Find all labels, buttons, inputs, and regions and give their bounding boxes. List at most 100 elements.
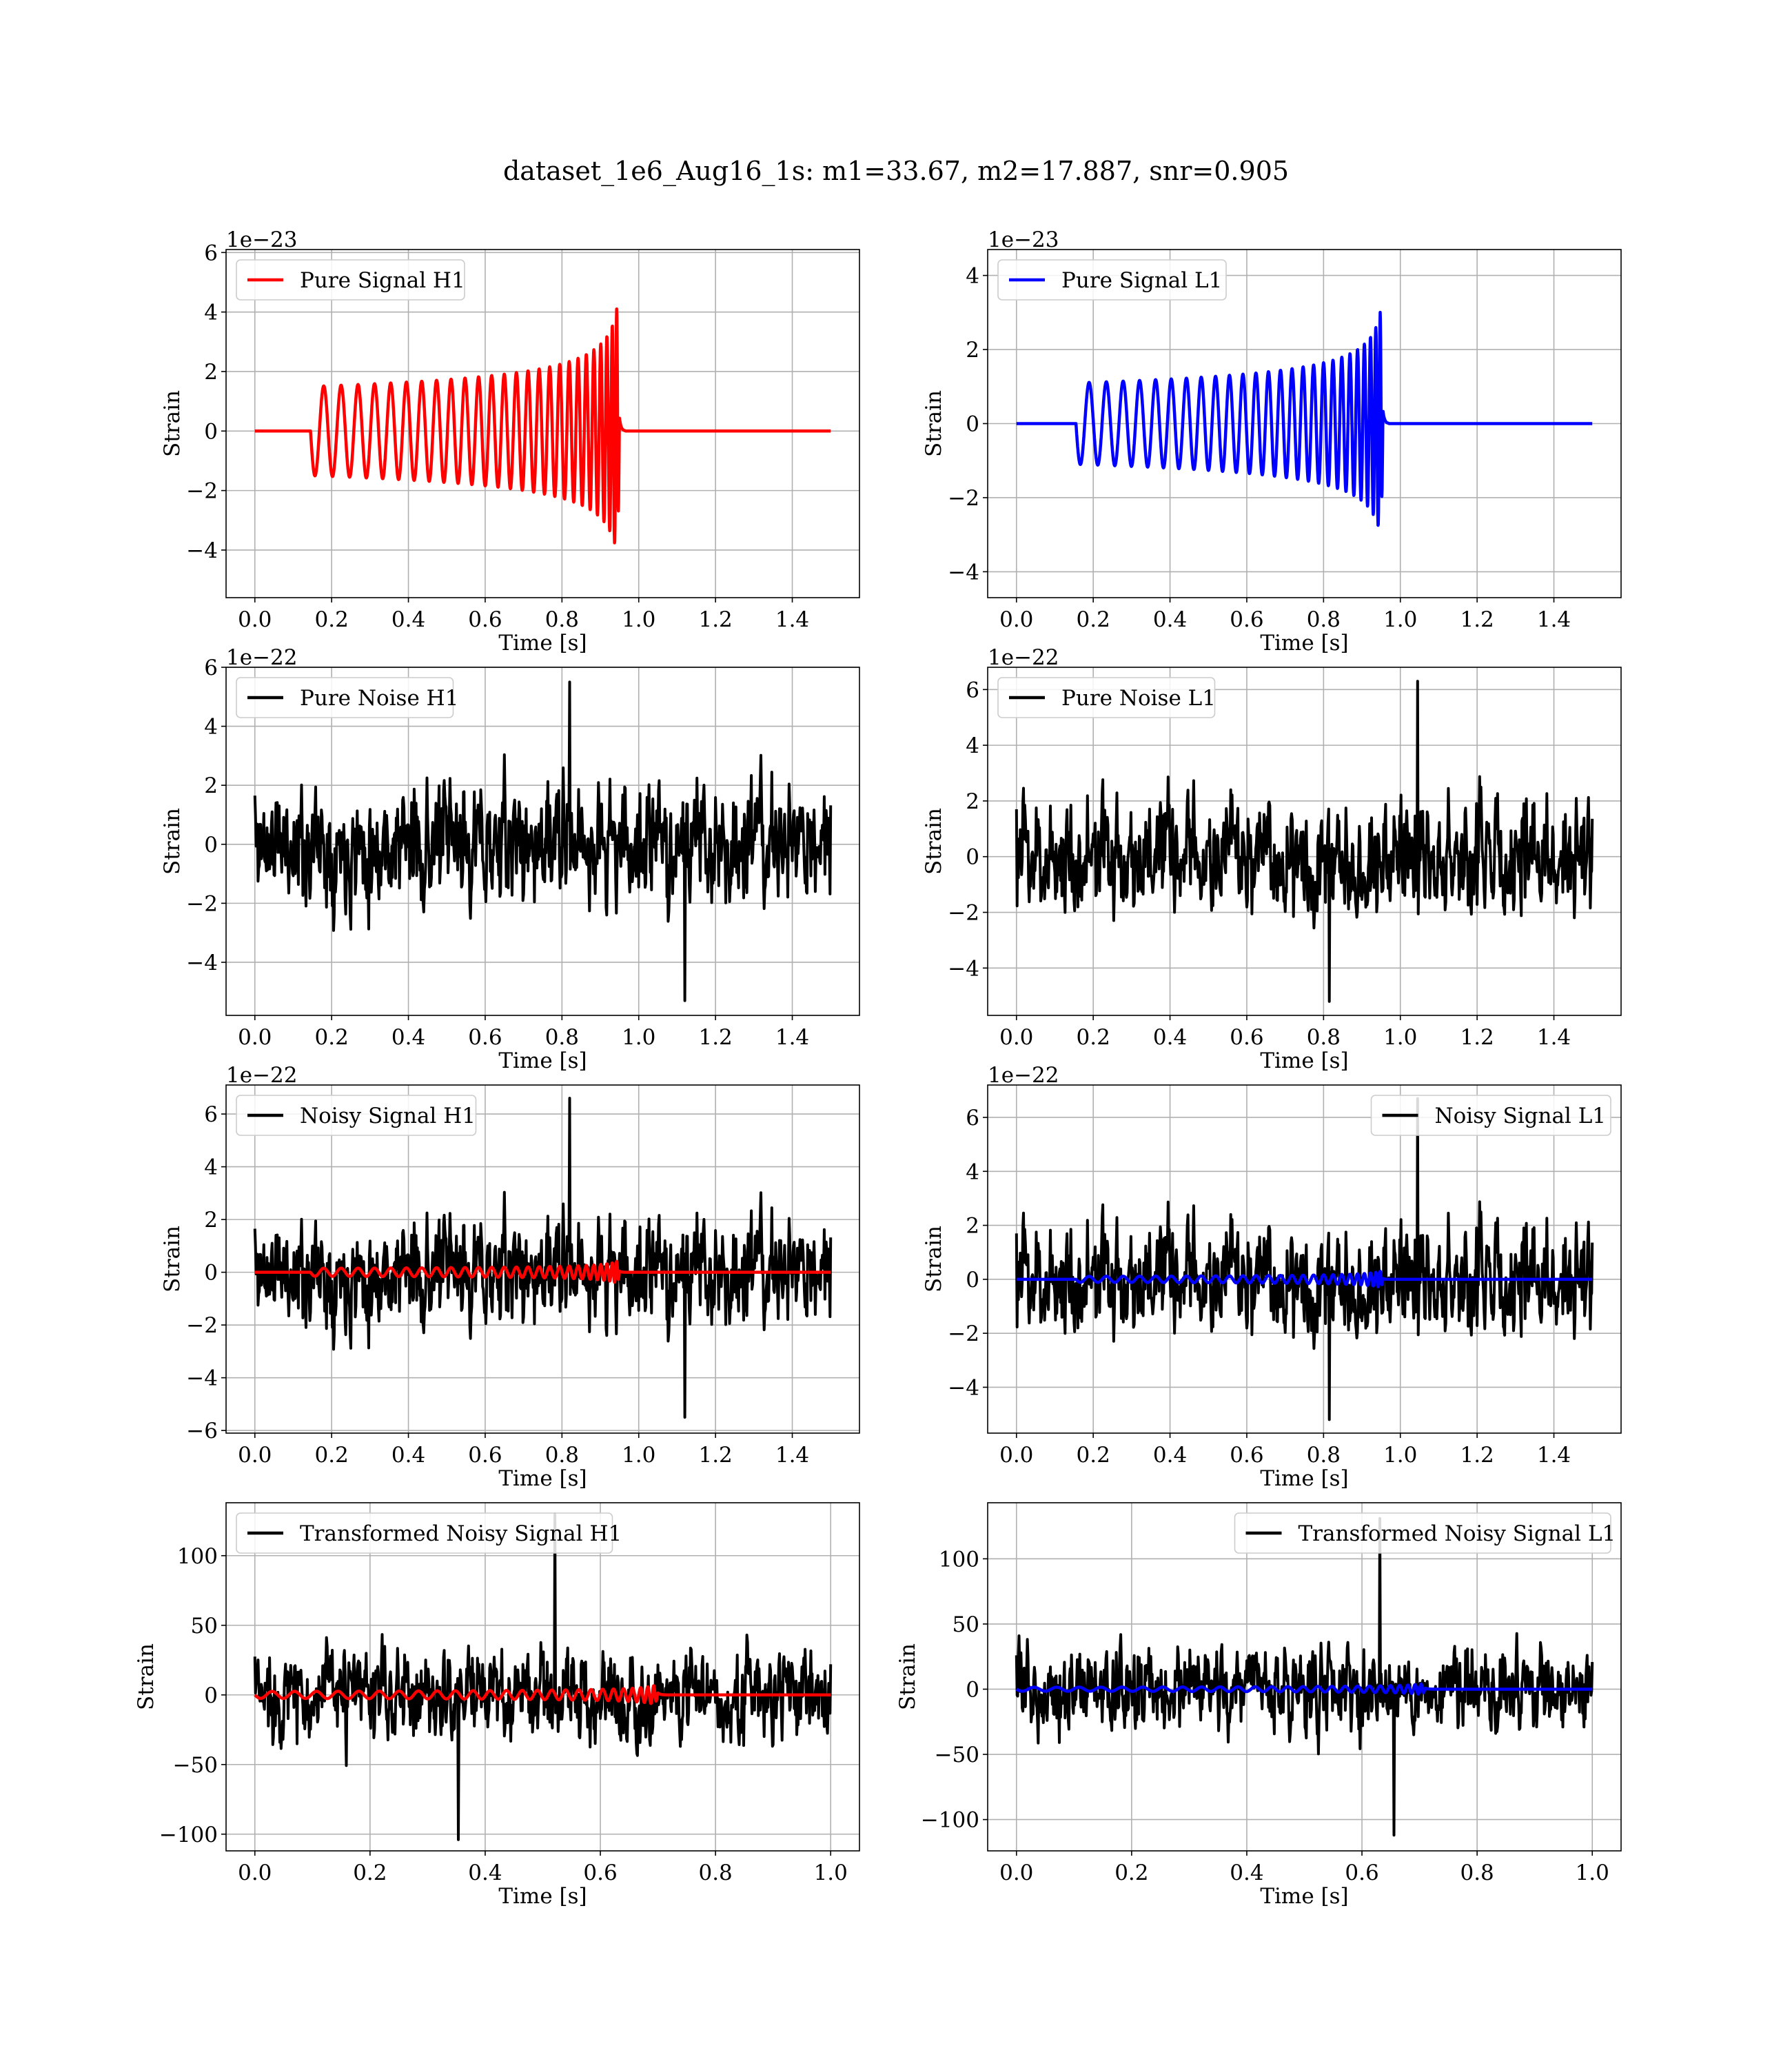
x-tick-label: 1.2 bbox=[1460, 1443, 1494, 1468]
y-tick-label: 2 bbox=[204, 1208, 218, 1233]
y-tick-label: −6 bbox=[186, 1419, 218, 1443]
x-tick-label: 0.6 bbox=[468, 1025, 502, 1050]
x-tick-label: 0.2 bbox=[1077, 1443, 1110, 1468]
y-tick-label: 0 bbox=[204, 833, 218, 858]
legend-box bbox=[997, 677, 1216, 718]
y-tick-label: −2 bbox=[948, 486, 979, 511]
x-tick-label: 1.4 bbox=[775, 1025, 809, 1050]
x-tick-label: 0.0 bbox=[999, 1861, 1033, 1885]
y-axis-label: Strain bbox=[160, 390, 185, 457]
y-tick-label: −4 bbox=[948, 956, 979, 981]
y-tick-label: 50 bbox=[191, 1614, 218, 1639]
y-tick-label: 4 bbox=[204, 1155, 218, 1180]
y-tick-label: 100 bbox=[177, 1544, 218, 1569]
legend-label: Noisy Signal H1 bbox=[300, 1104, 476, 1128]
legend-box bbox=[1234, 1512, 1611, 1554]
series-line-1 bbox=[253, 307, 833, 545]
y-tick-label: 0 bbox=[204, 1683, 218, 1708]
y-tick-label: 0 bbox=[966, 1268, 979, 1292]
x-axis-label: Time [s] bbox=[498, 1884, 587, 1909]
legend: Pure Signal H1 bbox=[236, 259, 465, 301]
y-tick-label: 6 bbox=[966, 678, 979, 702]
x-tick-label: 0.4 bbox=[391, 1025, 425, 1050]
subplot-6: 0.0 0.2 0.4 0.6 0.8 1.0 1.2 1.4 −4 −2 0 2 4 6 Time [s]… bbox=[922, 1063, 1622, 1491]
x-tick-label: 0.8 bbox=[545, 1025, 579, 1050]
x-tick-label: 1.2 bbox=[698, 1025, 732, 1050]
x-tick-label: 0.0 bbox=[238, 1025, 272, 1050]
x-tick-label: 0.4 bbox=[1153, 607, 1187, 632]
x-tick-label: 0.2 bbox=[1077, 607, 1110, 632]
x-tick-label: 0.4 bbox=[1153, 1025, 1187, 1050]
y-tick-label: 0 bbox=[204, 1261, 218, 1286]
x-tick-label: 0.4 bbox=[1153, 1443, 1187, 1468]
legend-label: Transformed Noisy Signal H1 bbox=[300, 1521, 622, 1546]
y-tick-label: 6 bbox=[204, 241, 218, 265]
x-tick-label: 0.0 bbox=[999, 607, 1033, 632]
y-tick-label: 2 bbox=[966, 1214, 979, 1239]
x-tick-label: 0.4 bbox=[1230, 1861, 1263, 1885]
x-tick-label: 0.8 bbox=[1307, 1025, 1341, 1050]
legend-label: Pure Noise L1 bbox=[1061, 686, 1216, 711]
x-tick-label: 1.0 bbox=[622, 607, 655, 632]
series-line-1 bbox=[1015, 1517, 1594, 1837]
legend-box bbox=[1370, 1095, 1611, 1136]
series-line-1 bbox=[253, 1097, 833, 1419]
y-tick-label: −50 bbox=[935, 1743, 979, 1767]
y-tick-label: −4 bbox=[948, 560, 979, 585]
x-axis-label: Time [s] bbox=[498, 1048, 587, 1073]
x-axis-label: Time [s] bbox=[1260, 1884, 1348, 1909]
x-tick-label: 1.2 bbox=[1460, 1025, 1494, 1050]
x-tick-label: 1.0 bbox=[1383, 607, 1417, 632]
x-tick-label: 0.8 bbox=[545, 1443, 579, 1468]
x-tick-label: 1.0 bbox=[1576, 1861, 1609, 1885]
y-tick-label: −2 bbox=[186, 891, 218, 916]
x-tick-label: 1.0 bbox=[622, 1025, 655, 1050]
x-tick-label: 1.2 bbox=[698, 1443, 732, 1468]
x-tick-label: 0.2 bbox=[315, 1443, 349, 1468]
offset-text: 1e−22 bbox=[226, 645, 298, 670]
series-line-1 bbox=[1015, 310, 1594, 527]
y-axis-label: Strain bbox=[160, 1226, 185, 1292]
y-axis-label: Strain bbox=[922, 1226, 946, 1292]
legend: Noisy Signal H1 bbox=[236, 1095, 477, 1136]
y-axis-label: Strain bbox=[922, 808, 946, 875]
y-tick-label: −2 bbox=[186, 1313, 218, 1338]
x-tick-label: 0.8 bbox=[1307, 607, 1341, 632]
legend-label: Pure Signal L1 bbox=[1061, 268, 1222, 293]
y-tick-label: −2 bbox=[948, 901, 979, 926]
legend: Pure Noise L1 bbox=[997, 677, 1216, 718]
x-tick-label: 0.4 bbox=[391, 607, 425, 632]
x-axis-label: Time [s] bbox=[1260, 1466, 1348, 1491]
x-tick-label: 0.8 bbox=[698, 1861, 732, 1885]
axes-frame bbox=[225, 1084, 860, 1434]
y-tick-label: 2 bbox=[966, 338, 979, 363]
subplot-1: 0.0 0.2 0.4 0.6 0.8 1.0 1.2 1.4 −4 −2 0 2 4 6 Time [s]… bbox=[160, 227, 860, 656]
y-tick-label: 4 bbox=[204, 715, 218, 740]
y-tick-label: 6 bbox=[204, 1102, 218, 1127]
x-tick-label: 0.6 bbox=[1230, 1443, 1263, 1468]
offset-text: 1e−22 bbox=[226, 1063, 298, 1088]
x-tick-label: 0.6 bbox=[1230, 1025, 1263, 1050]
x-tick-label: 0.6 bbox=[468, 1443, 502, 1468]
y-axis-label: Strain bbox=[160, 808, 185, 875]
x-tick-label: 0.0 bbox=[238, 607, 272, 632]
x-tick-label: 0.0 bbox=[238, 1861, 272, 1885]
x-tick-label: 1.0 bbox=[1383, 1443, 1417, 1468]
axes-frame bbox=[225, 1502, 860, 1852]
legend-label: Pure Signal H1 bbox=[300, 268, 465, 293]
axes-frame bbox=[225, 667, 860, 1016]
y-tick-label: 2 bbox=[204, 773, 218, 798]
x-tick-label: 0.2 bbox=[1077, 1025, 1110, 1050]
x-tick-label: 1.0 bbox=[622, 1443, 655, 1468]
y-tick-label: −100 bbox=[159, 1823, 218, 1847]
legend-box bbox=[236, 677, 454, 718]
y-axis-label: Strain bbox=[922, 390, 946, 457]
legend-box bbox=[236, 1512, 613, 1554]
y-tick-label: 6 bbox=[204, 656, 218, 680]
x-tick-label: 0.6 bbox=[583, 1861, 617, 1885]
x-tick-label: 0.6 bbox=[1345, 1861, 1378, 1885]
y-tick-label: −2 bbox=[948, 1321, 979, 1346]
x-tick-label: 1.2 bbox=[698, 607, 732, 632]
offset-text: 1e−23 bbox=[226, 227, 298, 252]
series-line-2 bbox=[253, 1259, 833, 1284]
